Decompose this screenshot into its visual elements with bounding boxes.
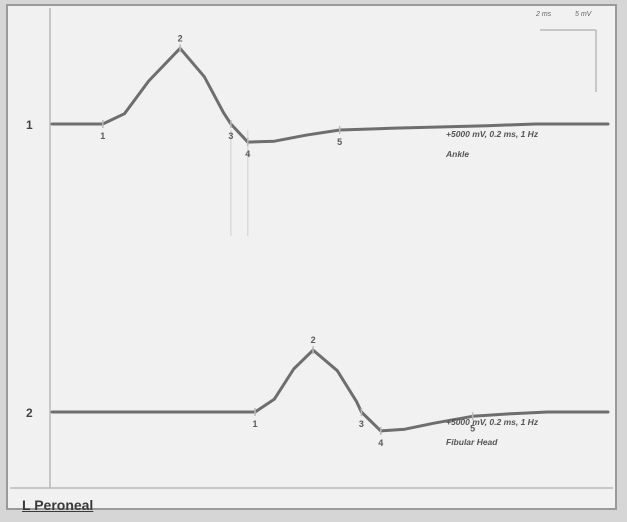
marker-label-2: 2 [311,335,316,345]
trace-setting-label: +5000 mV, 0.2 ms, 1 Hz [446,417,539,427]
scale-label-amplitude: 5 mV [575,11,593,18]
trace-site-label: Fibular Head [446,437,498,447]
marker-label-5: 5 [470,423,475,433]
scale-label-time: 2 ms [535,11,552,18]
trace-setting-label: +5000 mV, 0.2 ms, 1 Hz [446,129,539,139]
marker-label-1: 1 [253,419,258,429]
waveform-panel: 2 ms 5 mV 1 2 3 4 5 1 +5000 mV, 0.2 ms, 1 Hz An… [6,4,617,513]
waveform-line [50,46,610,144]
marker-label-3: 3 [359,419,364,429]
trace-number-label: 1 [26,118,33,132]
trace-layer: 1 2 3 4 5 1 +5000 mV, 0.2 ms, 1 Hz Ankle 1 2 3 4 5 2 +… [26,33,610,448]
trace-site-label: Ankle [445,149,469,159]
nerve-label: L Peroneal [22,497,94,513]
marker-label-3: 3 [228,131,233,141]
marker-label-5: 5 [337,137,342,147]
trace-1: 1 2 3 4 5 1 +5000 mV, 0.2 ms, 1 Hz Ankle [26,33,610,236]
frame-layer: 2 ms 5 mV [10,8,613,489]
waveform-chart: 2 ms 5 mV 1 2 3 4 5 1 +5000 mV, 0.2 ms, 1 Hz An… [10,8,613,489]
trace-number-label: 2 [26,406,33,420]
marker-label-1: 1 [100,131,105,141]
marker-label-2: 2 [178,33,183,43]
marker-label-4: 4 [378,438,383,448]
trace-2: 1 2 3 4 5 2 +5000 mV, 0.2 ms, 1 Hz Fibular Head [26,335,610,448]
marker-label-4: 4 [245,149,250,159]
